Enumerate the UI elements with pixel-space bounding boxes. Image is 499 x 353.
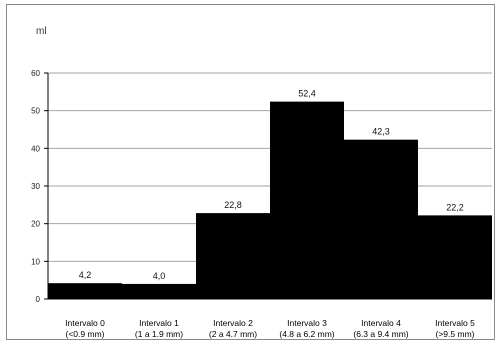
x-tick-label: Intervalo 0 (65, 318, 105, 328)
x-tick-label: (2 a 4.7 mm) (209, 329, 257, 339)
bar (122, 283, 196, 299)
y-tick-label: 20 (31, 220, 40, 229)
y-tick-label: 40 (31, 144, 40, 153)
x-tick-label: Intervalo 5 (435, 318, 475, 328)
axis-layer (44, 72, 492, 300)
label-layer: 0 10 20 30 40 50 60 4,2 Intervalo 0(<0.9 mm) 4,0 I… (31, 69, 475, 339)
x-tick-label: (<0.9 mm) (66, 329, 105, 339)
bar-value-label: 42,3 (372, 127, 390, 137)
bar (270, 101, 344, 299)
bar-value-label: 4,0 (153, 271, 166, 281)
y-tick-label: 60 (31, 69, 40, 78)
x-tick-label: Intervalo 2 (213, 318, 253, 328)
y-tick-label: 10 (31, 257, 40, 266)
x-tick-label: Intervalo 4 (361, 318, 401, 328)
bar (418, 215, 492, 299)
x-tick-label: Intervalo 3 (287, 318, 327, 328)
x-tick-label: Intervalo 1 (139, 318, 179, 328)
y-tick-label: 50 (31, 107, 40, 116)
x-tick-label: (>9.5 mm) (436, 329, 475, 339)
y-tick-label: 0 (36, 295, 41, 304)
x-tick-label: (6.3 a 9.4 mm) (353, 329, 408, 339)
bar-value-label: 4,2 (79, 270, 92, 280)
y-axis-unit-label: ml (36, 26, 47, 37)
bar (196, 213, 270, 299)
bar-value-label: 52,4 (298, 89, 316, 99)
bar (48, 283, 122, 299)
bar-layer (48, 101, 492, 299)
bar-value-label: 22,8 (224, 200, 242, 210)
bar (344, 139, 418, 299)
x-tick-label: (4.8 a 6.2 mm) (279, 329, 334, 339)
x-tick-label: (1 a 1.9 mm) (135, 329, 183, 339)
y-tick-label: 30 (31, 182, 40, 191)
bar-value-label: 22,2 (446, 202, 464, 212)
